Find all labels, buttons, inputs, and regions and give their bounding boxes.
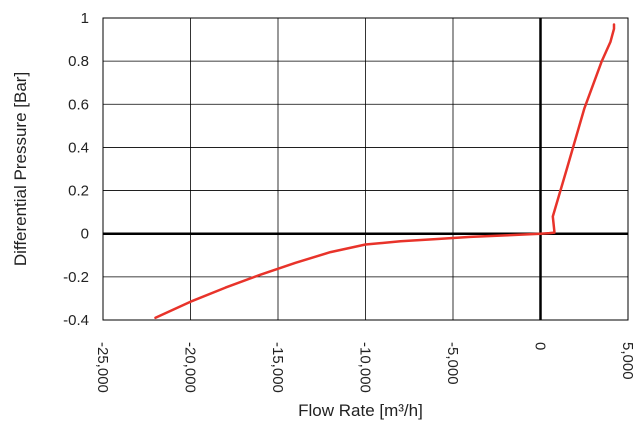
x-tick-label: -20,000 [181, 342, 198, 393]
x-tick-label: -25,000 [94, 342, 111, 393]
y-axis-label: Differential Pressure [Bar] [11, 72, 30, 266]
x-tick-label: -5,000 [444, 342, 461, 385]
x-tick-label: -10,000 [356, 342, 373, 393]
x-tick-label: -15,000 [269, 342, 286, 393]
y-tick-label: -0.2 [63, 269, 89, 286]
x-axis-label: Flow Rate [m³/h] [298, 401, 423, 420]
series-layer [154, 23, 616, 320]
y-tick-label: 1 [81, 10, 89, 27]
y-tick-label: 0.4 [68, 139, 89, 156]
y-tick-labels: -0.4 -0.2 0 0.2 0.4 0.6 0.8 1 [63, 10, 89, 329]
y-tick-label: 0.2 [68, 183, 89, 200]
x-tick-label: 5,000 [619, 342, 636, 380]
plot-frame [102, 17, 629, 321]
y-tick-label: 0.6 [68, 96, 89, 113]
grid-lines [102, 17, 629, 321]
y-tick-label: 0.8 [68, 53, 89, 70]
y-tick-label: -0.4 [63, 312, 89, 329]
series-line [154, 23, 616, 320]
x-tick-labels: -25,000 -20,000 -15,000 -10,000 -5,000 0 5,000 [94, 342, 636, 393]
y-tick-label: 0 [81, 226, 89, 243]
x-tick-label: 0 [531, 342, 548, 350]
